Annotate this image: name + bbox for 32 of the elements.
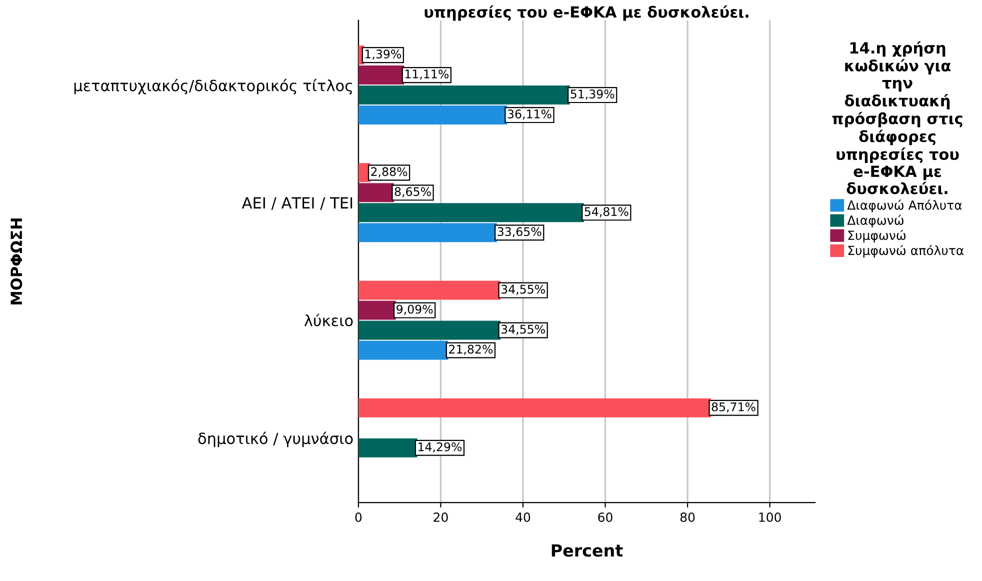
x-axis-title: Percent [552,544,623,557]
x-tick-label: 40 [516,512,530,522]
y-tick-label: ΑΕΙ / ΑΤΕΙ / ΤΕΙ [242,197,352,210]
data-label: 34,55% [501,324,545,335]
y-tick-label: δημοτικό / γυμνάσιο [198,432,353,448]
data-label: 11,11% [405,70,448,80]
x-tick-label: 80 [680,512,695,522]
data-label: 9,09% [396,304,433,315]
y-tick-label: μεταπτυχιακός/διδακτορικός τίτλος [74,78,352,94]
text: 14.η χρήση κωδικών για την διαδικτυακή πρόσβαση στις διάφορες υπηρεσίες του e-ΕΦΚΑ με δυσκολεύει. [832,41,962,194]
data-label: 34,55% [501,284,545,295]
data-label: 33,65% [498,227,542,238]
x-tick-label: 0 [355,512,362,522]
x-tick-label: 60 [598,512,612,522]
chart-title: υπηρεσίες του e-ΕΦΚΑ με δυσκολεύει. [424,5,748,21]
legend-label: Διαφωνώ [847,214,904,228]
data-label: 54,81% [584,207,628,218]
data-label: 21,82% [449,344,493,355]
legend-label: Συμφωνώ [848,230,906,242]
x-tick-label: 20 [434,512,448,522]
y-axis-title: ΜΟΡΦΩΣΗ [10,218,22,304]
data-label: 36,11% [508,110,552,120]
data-label: 85,71% [712,402,756,413]
data-label: 14,29% [418,442,462,453]
legend-label: Διαφωνώ Απόλυτα [847,200,962,212]
data-label: 51,39% [570,90,614,100]
data-label: 8,65% [394,187,431,198]
y-tick-label: λύκειο [304,314,353,326]
data-label: 2,88% [371,167,408,178]
legend-label: Συμφωνώ απόλυτα [848,244,964,258]
data-label: 1,39% [365,50,401,60]
x-tick-label: 100 [759,512,781,522]
